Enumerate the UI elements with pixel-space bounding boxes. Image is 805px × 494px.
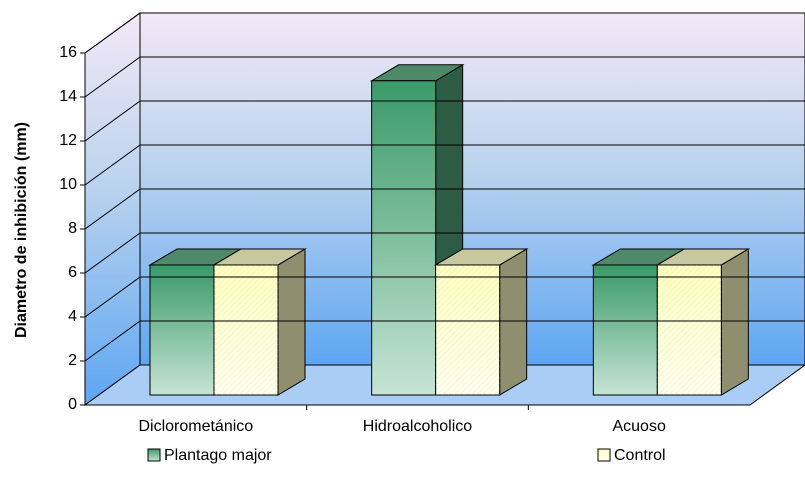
legend-swatch bbox=[597, 448, 611, 462]
bar-hatch bbox=[214, 264, 278, 395]
legend-label: Control bbox=[614, 447, 666, 464]
bar-side bbox=[720, 248, 749, 396]
grid-line bbox=[84, 144, 141, 186]
bar-hatch bbox=[435, 264, 500, 395]
y-tick-label: 12 bbox=[59, 132, 77, 149]
bar-side bbox=[277, 248, 306, 396]
grid-line bbox=[84, 12, 141, 54]
y-tick-label: 0 bbox=[68, 396, 77, 413]
y-axis-label: Diametro de inhibición (mm) bbox=[13, 122, 30, 338]
bar-side bbox=[499, 248, 528, 396]
y-tick-label: 4 bbox=[68, 308, 77, 325]
y-tick-label: 14 bbox=[59, 88, 77, 105]
y-tick-label: 2 bbox=[68, 352, 77, 369]
x-tick-label: Hidroalcoholico bbox=[363, 418, 472, 435]
bar bbox=[149, 264, 215, 396]
y-tick-label: 16 bbox=[59, 44, 77, 61]
y-tick-label: 6 bbox=[68, 264, 77, 281]
grid-line bbox=[84, 56, 141, 98]
bar bbox=[371, 80, 437, 396]
bar bbox=[592, 264, 658, 396]
grid-line bbox=[84, 320, 141, 362]
grid-line bbox=[84, 232, 141, 274]
grid-line bbox=[84, 276, 141, 318]
x-tick-label: Diclorometánico bbox=[138, 418, 253, 435]
grid-line bbox=[84, 188, 141, 230]
legend-swatch bbox=[147, 448, 161, 462]
y-tick-label: 8 bbox=[68, 220, 77, 237]
bar-hatch bbox=[657, 264, 722, 395]
legend-label: Plantago major bbox=[164, 447, 272, 464]
grid-line bbox=[84, 100, 141, 142]
x-tick-label: Acuoso bbox=[612, 418, 665, 435]
y-tick-label: 10 bbox=[59, 176, 77, 193]
